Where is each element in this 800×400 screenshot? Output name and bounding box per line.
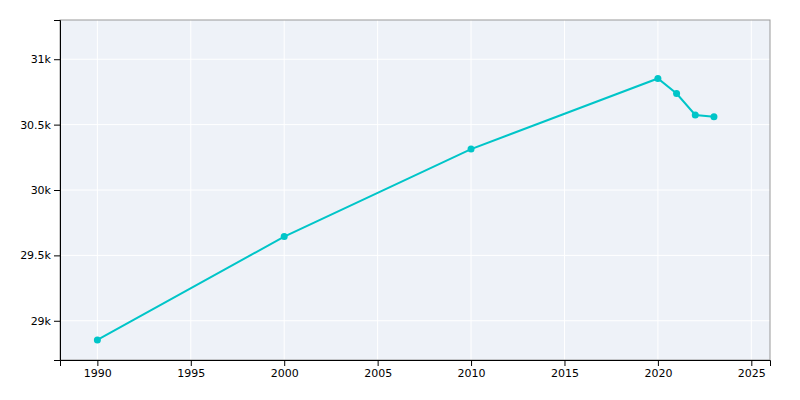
y-tick-label: 29k: [31, 315, 52, 328]
y-tick: 29k: [31, 315, 60, 328]
y-tick-mark: [54, 125, 60, 126]
x-tick-label: 2020: [644, 367, 672, 380]
plot-background: [60, 20, 770, 360]
y-tick: 30.5k: [20, 119, 60, 132]
x-tick: 2025: [738, 360, 766, 380]
point: [692, 111, 699, 118]
x-tick-label: 1990: [84, 367, 112, 380]
point: [468, 146, 475, 153]
grid-line-y: [60, 320, 770, 321]
x-tick: 2005: [364, 360, 392, 380]
x-tick-label: 2005: [364, 367, 392, 380]
plot-frame: [60, 20, 770, 360]
marks: [94, 75, 718, 344]
y-tick: 29.5k: [20, 249, 60, 262]
x-tick: 2015: [551, 360, 579, 380]
x-tick: 1995: [177, 360, 205, 380]
line: [97, 78, 714, 340]
point: [281, 233, 288, 240]
y-tick-mark: [54, 190, 60, 191]
x-tick: 2000: [271, 360, 299, 380]
grid-line-y: [60, 59, 770, 60]
x-tick-mark: [284, 360, 285, 366]
y-tick-mark: [54, 59, 60, 60]
x-tick-mark: [471, 360, 472, 366]
x-tick-label: 2000: [271, 367, 299, 380]
x-tick-mark: [97, 360, 98, 366]
x-tick: 2020: [644, 360, 672, 380]
grid-line-y: [60, 190, 770, 191]
x-tick-label: 2010: [458, 367, 486, 380]
y-tick-label: 31k: [31, 53, 52, 66]
x-tick: 2010: [458, 360, 486, 380]
y-tick-label: 30.5k: [20, 119, 51, 132]
y-tick: 31k: [31, 53, 60, 66]
axis-line: [54, 21, 61, 361]
point: [673, 90, 680, 97]
point: [654, 75, 661, 82]
grid-line-y: [60, 255, 770, 256]
point: [94, 336, 101, 343]
x-axis: 1990 1995 2000 2005 2010 2015 2020 2025: [61, 360, 771, 380]
chart: 1990 1995 2000 2005 2010 2015 2020 2025 29k 29.5k…: [0, 0, 800, 400]
grid-line-y: [60, 124, 770, 125]
x-tick-mark: [658, 360, 659, 366]
x-tick-mark: [378, 360, 379, 366]
x-tick-mark: [191, 360, 192, 366]
y-tick: 30k: [31, 184, 60, 197]
grid: [60, 20, 770, 360]
x-tick-label: 2015: [551, 367, 579, 380]
x-tick: 1990: [84, 360, 112, 380]
y-tick-mark: [54, 321, 60, 322]
x-tick-mark: [564, 360, 565, 366]
x-tick-label: 2025: [738, 367, 766, 380]
axis-line: [61, 361, 771, 367]
y-tick-label: 29.5k: [20, 249, 51, 262]
y-tick-mark: [54, 255, 60, 256]
x-tick-label: 1995: [177, 367, 205, 380]
plot: 1990 1995 2000 2005 2010 2015 2020 2025 29k 29.5k…: [20, 20, 770, 380]
y-tick-label: 30k: [31, 184, 52, 197]
y-axis: 29k 29.5k 30k 30.5k 31k: [20, 21, 60, 361]
point: [710, 113, 717, 120]
x-tick-mark: [751, 360, 752, 366]
